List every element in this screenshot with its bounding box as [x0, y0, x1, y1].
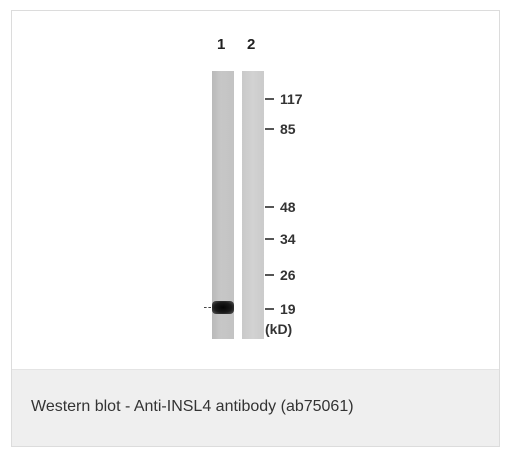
marker-label: 34 — [280, 231, 296, 247]
marker-19: 19 — [265, 301, 296, 317]
lane-label-1: 1 — [217, 36, 226, 53]
figure-caption: Western blot - Anti-INSL4 antibody (ab75… — [31, 398, 354, 415]
caption-bar: Western blot - Anti-INSL4 antibody (ab75… — [12, 369, 499, 446]
figure-card: 1 2 117 85 48 34 26 19 (kD) — [11, 10, 500, 447]
marker-tick — [265, 98, 274, 100]
blot-lane-2 — [242, 71, 264, 339]
marker-tick — [265, 206, 274, 208]
western-blot-image: 1 2 117 85 48 34 26 19 (kD) — [12, 11, 499, 369]
band-indicator — [204, 307, 211, 308]
marker-tick — [265, 274, 274, 276]
marker-label: 85 — [280, 121, 296, 137]
blot-lane-1 — [212, 71, 234, 339]
marker-tick — [265, 128, 274, 130]
marker-48: 48 — [265, 199, 296, 215]
marker-label: 26 — [280, 267, 296, 283]
marker-34: 34 — [265, 231, 296, 247]
unit-label: (kD) — [265, 321, 293, 337]
marker-26: 26 — [265, 267, 296, 283]
marker-label: 48 — [280, 199, 296, 215]
marker-tick — [265, 308, 274, 310]
marker-117: 117 — [265, 91, 303, 107]
marker-label: 117 — [280, 91, 303, 107]
marker-tick — [265, 238, 274, 240]
marker-label: 19 — [280, 301, 296, 317]
protein-band — [212, 301, 234, 314]
lane-label-2: 2 — [247, 36, 256, 53]
marker-85: 85 — [265, 121, 296, 137]
